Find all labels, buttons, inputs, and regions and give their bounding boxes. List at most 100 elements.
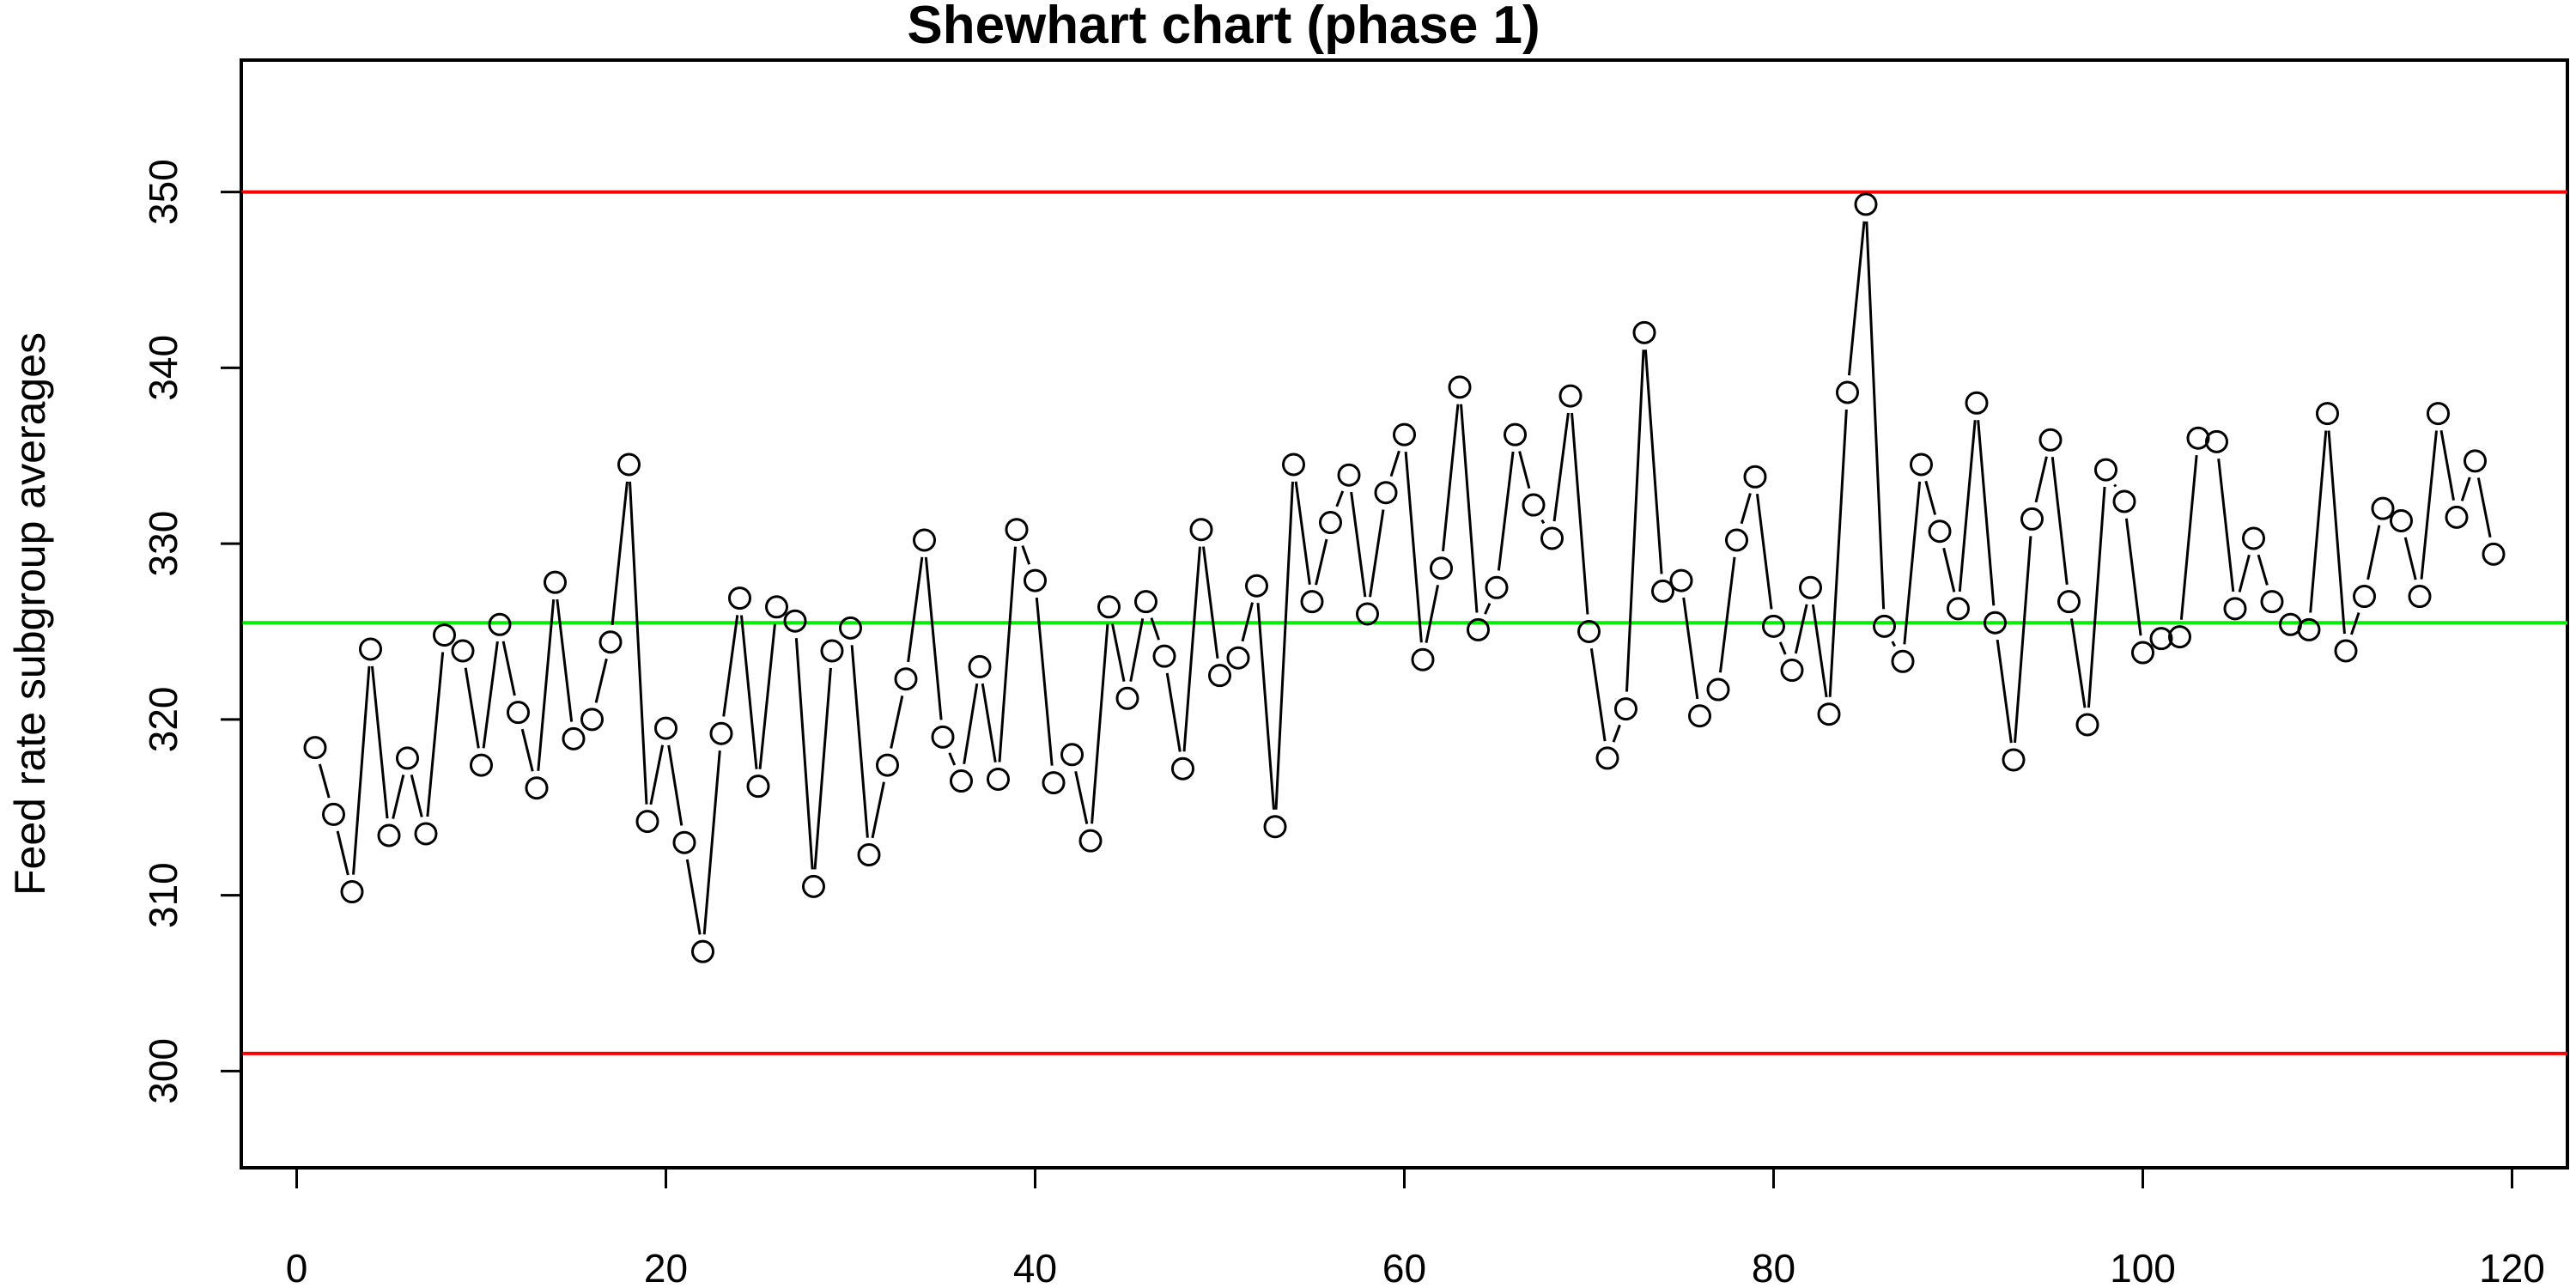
series-segment: [1389, 450, 1400, 477]
series-segment: [1865, 221, 1886, 610]
series-segment: [410, 774, 423, 817]
data-point: [2316, 402, 2339, 426]
series-segment: [520, 728, 534, 772]
data-point: [635, 810, 659, 834]
data-point: [1467, 617, 1490, 641]
series-segment: [813, 667, 832, 870]
data-point: [894, 667, 918, 691]
series-segment: [2069, 618, 2087, 708]
data-point: [2242, 526, 2265, 550]
data-point: [1817, 702, 1841, 726]
data-point: [1393, 422, 1416, 447]
data-point: [2057, 590, 2081, 614]
series-segment: [1755, 493, 1773, 610]
data-point: [1134, 590, 1157, 614]
x-tick-label: 100: [2110, 1246, 2176, 1288]
series-segment: [482, 641, 499, 749]
series-segment: [2327, 430, 2346, 635]
data-point: [2334, 639, 2358, 663]
series-segment: [1794, 604, 1808, 654]
series-segment: [722, 615, 739, 717]
x-tick-label: 40: [1013, 1246, 1057, 1288]
series-segment: [1977, 420, 1996, 606]
series-segment: [1942, 547, 1956, 592]
data-point: [1836, 380, 1859, 404]
series-segment: [1847, 221, 1866, 376]
series-segment: [2366, 525, 2381, 580]
series-segment: [629, 481, 648, 805]
series-segment: [963, 683, 979, 765]
data-point: [617, 453, 641, 477]
chart-title: Shewhart chart (phase 1): [907, 0, 1540, 55]
series-segment: [1165, 672, 1182, 752]
series-segment: [702, 750, 721, 935]
data-point: [488, 612, 512, 636]
series-segment: [1021, 545, 1031, 565]
data-point: [1485, 575, 1509, 599]
data-point: [2408, 585, 2432, 609]
series-segment: [392, 775, 405, 819]
series-segment: [594, 658, 608, 703]
data-point: [876, 753, 899, 777]
data-point: [857, 843, 881, 867]
data-point: [1411, 647, 1435, 671]
data-point: [1725, 528, 1748, 552]
series-segment: [1294, 481, 1311, 586]
series-segment: [2014, 536, 2032, 744]
x-tick-label: 60: [1382, 1246, 1426, 1288]
data-point: [544, 570, 567, 594]
series-segment: [537, 598, 556, 771]
series-segment: [1811, 604, 1828, 698]
y-tick-label: 350: [141, 159, 185, 225]
series-segment: [2050, 456, 2069, 585]
data-point: [525, 776, 549, 800]
data-point: [765, 595, 788, 619]
series-segment: [1350, 491, 1367, 598]
series-segment: [336, 830, 349, 876]
series-segment: [2087, 486, 2106, 708]
data-point: [1928, 519, 1952, 544]
series-segment: [890, 696, 904, 749]
data-point: [1078, 829, 1103, 853]
data-point: [1762, 614, 1785, 638]
series-segment: [2309, 430, 2328, 613]
series-segment: [1150, 617, 1161, 641]
data-point: [2390, 508, 2413, 532]
series-segment: [1518, 451, 1531, 489]
series-segment: [1202, 546, 1219, 659]
data-point: [1780, 659, 1804, 683]
data-point: [1245, 574, 1268, 598]
series-segment: [1315, 538, 1328, 586]
series-segment: [318, 763, 331, 799]
series-segment: [981, 683, 997, 762]
series-segment: [2124, 518, 2142, 636]
series-segment: [907, 556, 924, 663]
data-point: [2149, 627, 2173, 651]
data-point: [1669, 568, 1693, 592]
series-segment: [1891, 641, 1897, 647]
y-tick-label: 320: [141, 686, 185, 752]
series-segment: [1335, 490, 1345, 507]
data-point: [1706, 677, 1730, 702]
data-point: [2353, 585, 2376, 609]
data-point: [1152, 644, 1176, 668]
data-point: [839, 616, 862, 640]
data-point: [1263, 815, 1287, 839]
series-segment: [871, 781, 885, 839]
data-point: [1208, 664, 1231, 688]
data-point: [359, 637, 382, 661]
data-point: [1965, 391, 1989, 415]
data-point: [1688, 704, 1711, 728]
series-segment: [667, 744, 683, 826]
data-point: [820, 639, 844, 663]
series-segment: [1958, 420, 1977, 592]
data-point: [1319, 511, 1342, 535]
data-point: [783, 609, 807, 633]
data-point: [1504, 422, 1527, 447]
data-point: [451, 639, 475, 663]
data-point: [672, 830, 696, 854]
y-tick-label: 310: [141, 862, 185, 928]
data-point: [433, 623, 456, 647]
data-point: [1430, 556, 1453, 580]
